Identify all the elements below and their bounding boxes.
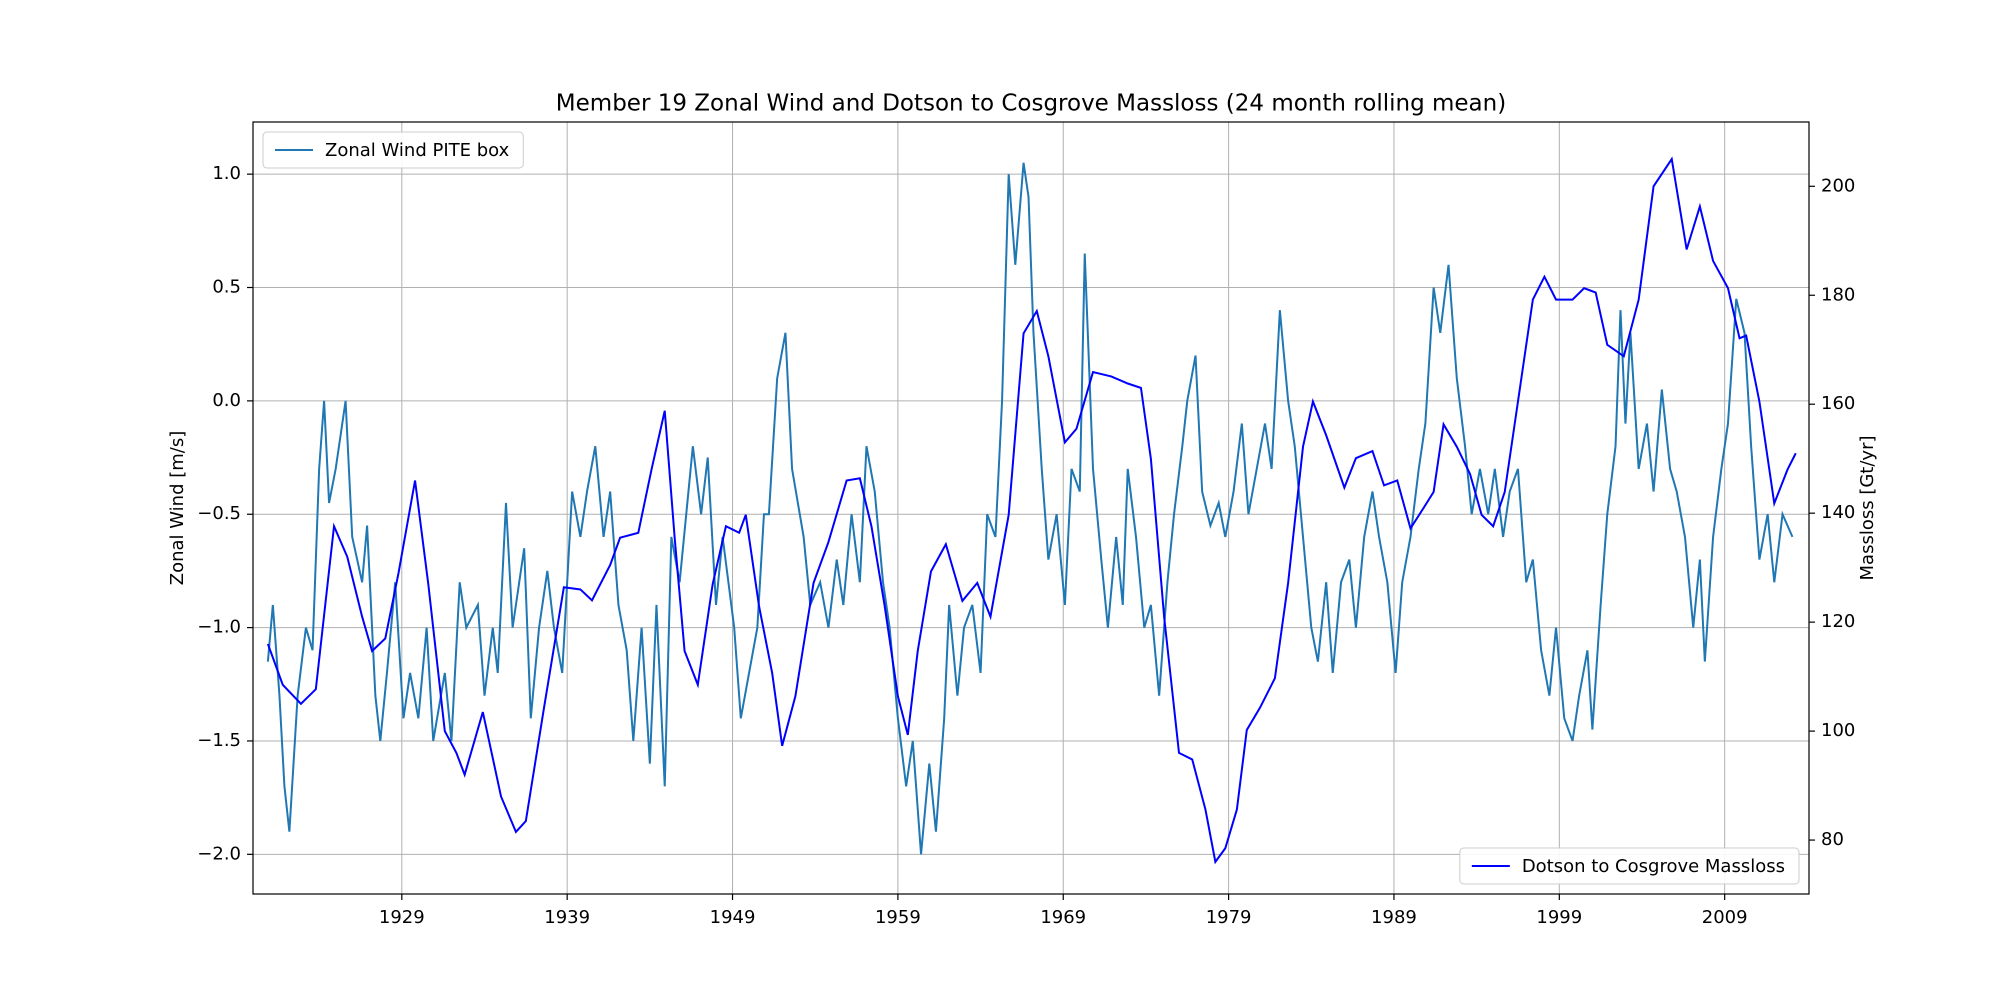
x-tick-label: 1999 <box>1536 907 1582 928</box>
x-tick-label: 1959 <box>875 907 921 928</box>
y2-tick-label: 140 <box>1821 502 1855 523</box>
y-tick-label: 0.5 <box>212 277 241 298</box>
legend-label: Dotson to Cosgrove Massloss <box>1522 856 1785 877</box>
y-tick-label: −1.0 <box>197 617 241 638</box>
x-tick-label: 2009 <box>1702 907 1748 928</box>
y2-axis-label: Massloss [Gt/yr] <box>1857 436 1878 581</box>
legend-label: Zonal Wind PITE box <box>325 140 510 161</box>
y2-tick-label: 160 <box>1821 393 1855 414</box>
x-tick-label: 1989 <box>1371 907 1417 928</box>
y2-tick-label: 120 <box>1821 611 1855 632</box>
y2-tick-label: 200 <box>1821 175 1855 196</box>
y2-tick-label: 80 <box>1821 829 1844 850</box>
y2-tick-label: 100 <box>1821 720 1855 741</box>
x-tick-label: 1969 <box>1040 907 1086 928</box>
x-tick-label: 1979 <box>1206 907 1252 928</box>
y-tick-label: −1.5 <box>197 730 241 751</box>
plot-frame <box>252 121 1810 895</box>
data-line <box>266 156 1797 865</box>
chart-title: Member 19 Zonal Wind and Dotson to Cosgr… <box>556 91 1506 117</box>
legend: Dotson to Cosgrove Massloss <box>1459 847 1800 885</box>
x-tick-label: 1949 <box>710 907 756 928</box>
y-tick-label: 1.0 <box>212 163 241 184</box>
y2-tick-label: 180 <box>1821 284 1855 305</box>
y-tick-label: −2.0 <box>197 843 241 864</box>
y-tick-label: 0.0 <box>212 390 241 411</box>
y-axis-label: Zonal Wind [m/s] <box>167 431 188 586</box>
x-tick-label: 1929 <box>379 907 425 928</box>
y-tick-label: −0.5 <box>197 503 241 524</box>
legend: Zonal Wind PITE box <box>262 131 524 169</box>
x-tick-label: 1939 <box>544 907 590 928</box>
legend-box <box>262 131 524 169</box>
legend-box <box>1459 847 1800 885</box>
data-line <box>266 162 1794 855</box>
